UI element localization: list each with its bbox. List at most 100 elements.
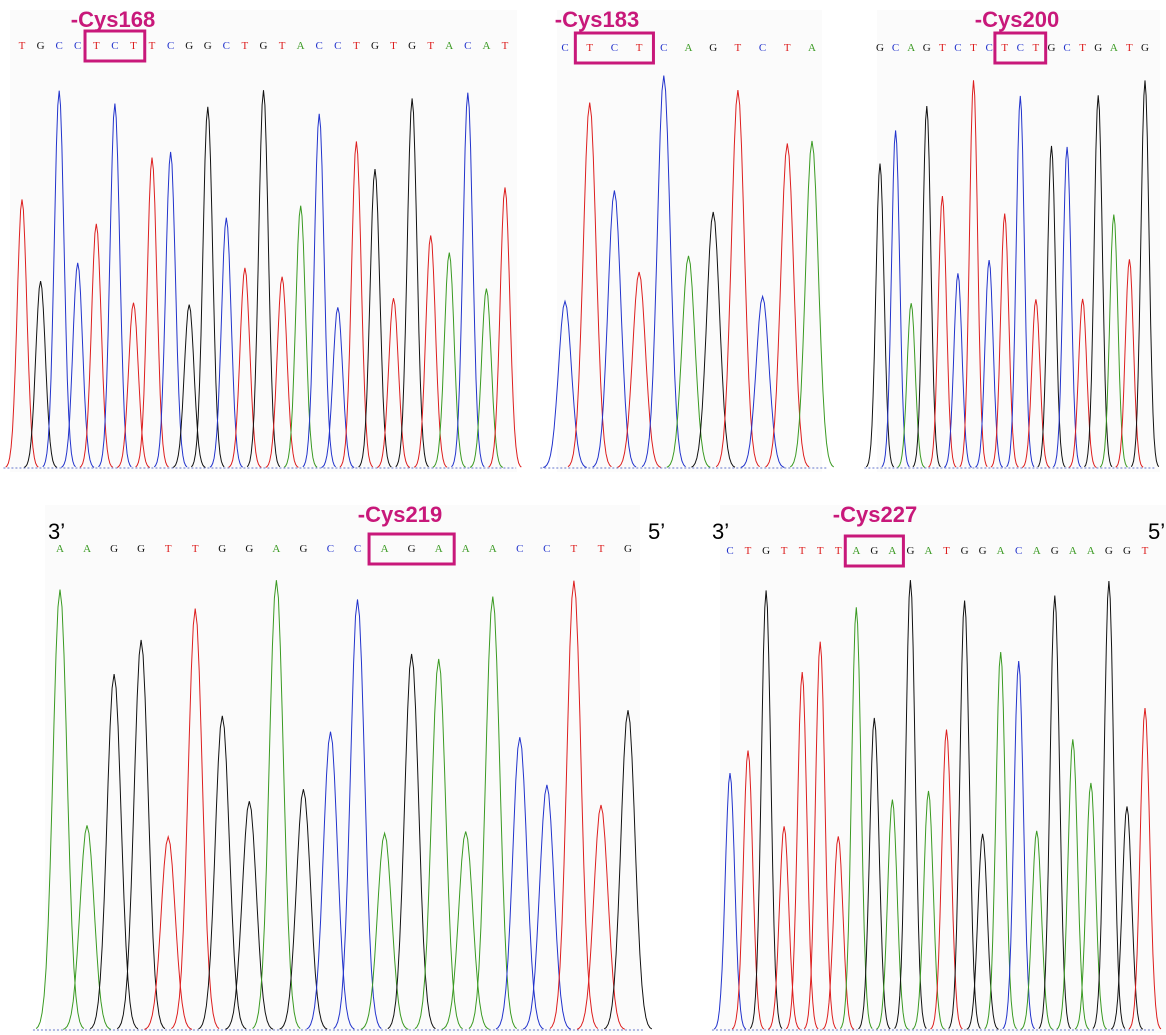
base-call: T	[817, 545, 824, 557]
strand-end: 5’	[1148, 519, 1165, 544]
base-call: T	[149, 40, 156, 52]
base-call: G	[979, 545, 987, 557]
base-call: T	[19, 40, 26, 52]
base-call: T	[784, 42, 791, 54]
base-call: G	[1094, 42, 1102, 54]
base-call: C	[611, 42, 618, 54]
base-call: A	[925, 545, 933, 557]
base-call: G	[218, 543, 226, 555]
base-call: G	[408, 543, 416, 555]
base-call: A	[1033, 545, 1041, 557]
base-call: T	[1001, 42, 1008, 54]
base-call: C	[1015, 545, 1022, 557]
base-call: G	[1105, 545, 1113, 557]
base-call: T	[571, 543, 578, 555]
base-call: C	[327, 543, 334, 555]
base-call: T	[1142, 545, 1149, 557]
base-call: G	[185, 40, 193, 52]
strand-end: 5’	[648, 519, 665, 544]
base-call: C	[1017, 42, 1024, 54]
base-call: G	[923, 42, 931, 54]
base-call: T	[939, 42, 946, 54]
base-call: T	[427, 40, 434, 52]
base-call: G	[1051, 545, 1059, 557]
base-call: A	[1087, 545, 1095, 557]
base-call: T	[279, 40, 286, 52]
base-call: T	[799, 545, 806, 557]
panel-bg	[10, 10, 517, 472]
base-call: T	[835, 545, 842, 557]
base-call: G	[1047, 42, 1055, 54]
base-call: G	[762, 545, 770, 557]
base-call: G	[961, 545, 969, 557]
base-call: T	[242, 40, 249, 52]
base-call: C	[726, 545, 733, 557]
base-call: C	[759, 42, 766, 54]
base-call: T	[390, 40, 397, 52]
base-call: T	[353, 40, 360, 52]
base-call: T	[93, 40, 100, 52]
base-call: T	[502, 40, 509, 52]
base-call: T	[781, 545, 788, 557]
base-call: A	[445, 40, 453, 52]
base-call: T	[745, 545, 752, 557]
base-call: A	[83, 543, 91, 555]
base-call: C	[543, 543, 550, 555]
base-call: T	[586, 42, 593, 54]
base-call: G	[299, 543, 307, 555]
base-call: C	[334, 40, 341, 52]
base-call: T	[598, 543, 605, 555]
base-call: T	[192, 543, 199, 555]
base-call: C	[464, 40, 471, 52]
base-call: G	[709, 42, 717, 54]
base-call: A	[435, 543, 443, 555]
base-call: G	[408, 40, 416, 52]
base-call: T	[636, 42, 643, 54]
base-call: C	[892, 42, 899, 54]
base-call: G	[260, 40, 268, 52]
base-call: A	[1069, 545, 1077, 557]
base-call: C	[223, 40, 230, 52]
base-call: A	[852, 545, 860, 557]
mutation-label: -Cys183	[555, 7, 639, 32]
base-call: A	[1110, 42, 1118, 54]
base-call: G	[870, 545, 878, 557]
base-call: G	[371, 40, 379, 52]
base-call: A	[462, 543, 470, 555]
base-call: G	[245, 543, 253, 555]
base-call: G	[37, 40, 45, 52]
base-call: G	[906, 545, 914, 557]
base-call: T	[970, 42, 977, 54]
base-call: A	[888, 545, 896, 557]
base-call: A	[297, 40, 305, 52]
base-call: C	[354, 543, 361, 555]
base-call: T	[735, 42, 742, 54]
base-call: A	[685, 42, 693, 54]
base-call: C	[660, 42, 667, 54]
strand-end: 3’	[712, 519, 729, 544]
base-call: C	[954, 42, 961, 54]
base-call: G	[110, 543, 118, 555]
mutation-label: -Cys227	[833, 502, 917, 527]
mutation-label: -Cys200	[975, 7, 1059, 32]
base-call: A	[997, 545, 1005, 557]
base-call: G	[624, 543, 632, 555]
base-call: A	[808, 42, 816, 54]
base-call: C	[1063, 42, 1070, 54]
base-call: T	[165, 543, 172, 555]
base-call: C	[316, 40, 323, 52]
base-call: G	[876, 42, 884, 54]
base-call: A	[56, 543, 64, 555]
panel-bg	[720, 505, 1166, 1033]
strand-end: 3’	[48, 519, 65, 544]
base-call: T	[130, 40, 137, 52]
base-call: C	[167, 40, 174, 52]
mutation-label: -Cys219	[358, 502, 442, 527]
base-call: A	[381, 543, 389, 555]
base-call: C	[111, 40, 118, 52]
base-call: G	[1141, 42, 1149, 54]
mutation-label: -Cys168	[71, 7, 155, 32]
base-call: C	[55, 40, 62, 52]
base-call: A	[272, 543, 280, 555]
base-call: A	[907, 42, 915, 54]
